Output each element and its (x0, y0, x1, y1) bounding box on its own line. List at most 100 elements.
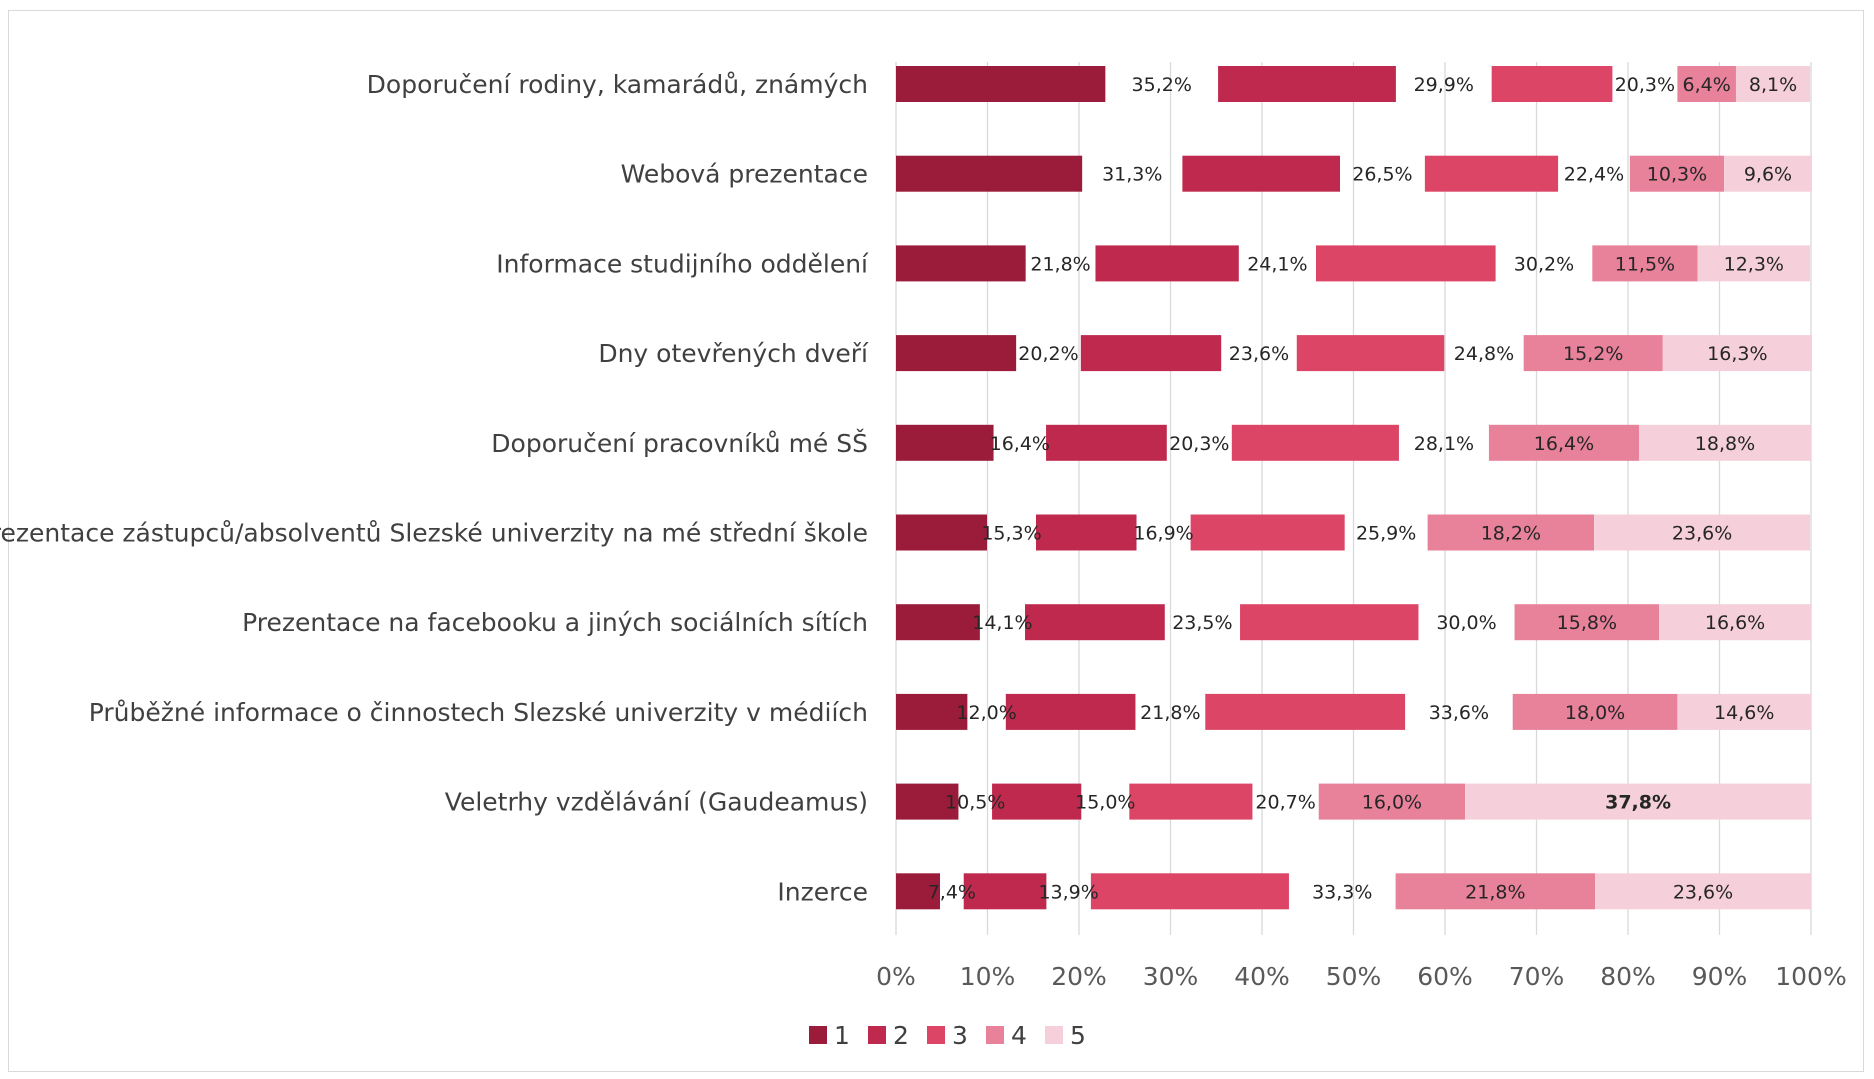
bar-segment (1662, 335, 1812, 372)
bar-segment (1025, 604, 1165, 641)
data-label: 16,6% (1705, 612, 1765, 634)
bar-segment (1395, 873, 1596, 910)
x-tick-label: 10% (960, 962, 1016, 991)
bar-segment (1724, 155, 1812, 192)
data-label: 35,2% (1132, 74, 1192, 96)
data-label: 15,8% (1557, 612, 1617, 634)
data-label: 24,8% (1454, 343, 1514, 365)
legend: 1 2 3 4 5 (809, 1021, 1086, 1050)
data-label: 20,3% (1615, 74, 1675, 96)
bar-segment (1035, 514, 1137, 551)
category-label: Dny otevřených dveří (598, 339, 869, 368)
bar-segment (1080, 335, 1222, 372)
bar-segment (1315, 245, 1496, 282)
bar-segment (896, 245, 1026, 282)
data-label: 14,1% (972, 612, 1032, 634)
x-tick-label: 70% (1509, 962, 1565, 991)
bar-segment (1523, 335, 1663, 372)
data-label: 15,3% (981, 523, 1041, 545)
data-label: 20,2% (1018, 343, 1078, 365)
bars (896, 66, 1812, 910)
legend-label: 5 (1070, 1021, 1086, 1050)
data-label: 6,4% (1683, 74, 1731, 96)
data-label: 21,8% (1465, 881, 1525, 903)
bar-segment (1427, 514, 1595, 551)
data-label: 33,3% (1312, 881, 1372, 903)
data-label: 26,5% (1352, 164, 1412, 186)
data-label: 10,3% (1647, 164, 1707, 186)
data-label: 16,9% (1133, 523, 1193, 545)
data-label: 20,7% (1255, 792, 1315, 814)
data-label: 8,1% (1749, 74, 1797, 96)
bar-segment (1182, 155, 1341, 192)
bar-segment (1514, 604, 1660, 641)
data-label: 23,6% (1229, 343, 1289, 365)
legend-label: 4 (1011, 1021, 1027, 1050)
x-tick-label: 30% (1143, 962, 1199, 991)
data-label: 9,6% (1744, 164, 1792, 186)
x-tick-label: 20% (1051, 962, 1107, 991)
bar-segment (1659, 604, 1811, 641)
data-label: 23,6% (1673, 881, 1733, 903)
data-labels: 35,2% 29,9% 20,3% 6,4% 8,1% 31,3% 26,5% 22,4% 10… (928, 74, 1797, 903)
x-tick-label: 60% (1417, 962, 1473, 991)
category-label: Prezentace na facebooku a jiných sociáln… (242, 608, 868, 637)
bar-segment (1318, 783, 1466, 820)
bar-segment (1129, 783, 1253, 820)
data-label: 16,4% (1534, 433, 1594, 455)
bar-segment (1231, 424, 1399, 461)
data-label: 13,9% (1038, 881, 1098, 903)
legend-label: 1 (834, 1021, 850, 1050)
x-tick-label: 40% (1234, 962, 1290, 991)
category-label: Veletrhy vzdělávání (Gaudeamus) (445, 788, 868, 817)
data-label: 15,0% (1075, 792, 1135, 814)
bar-segment (1005, 693, 1136, 730)
data-label: 7,4% (928, 881, 976, 903)
bar-segment (963, 873, 1047, 910)
legend-swatch (868, 1026, 886, 1044)
bar-segment (896, 783, 959, 820)
data-label: 10,5% (945, 792, 1005, 814)
bar-segment (896, 604, 980, 641)
data-label: 29,9% (1414, 74, 1474, 96)
bar-segment (1595, 873, 1811, 910)
legend-swatch (927, 1026, 945, 1044)
bar-segment (1512, 693, 1678, 730)
data-label: 18,2% (1481, 523, 1541, 545)
data-label: 33,6% (1429, 702, 1489, 724)
data-label: 16,3% (1707, 343, 1767, 365)
category-label: Doporučení rodiny, kamarádů, známých (367, 70, 868, 99)
bar-segment (1095, 245, 1239, 282)
bar-segment (1638, 424, 1811, 461)
data-label: 21,8% (1140, 702, 1200, 724)
data-label: 14,6% (1714, 702, 1774, 724)
legend-swatch (1045, 1026, 1063, 1044)
data-label: 25,9% (1356, 523, 1416, 545)
bar-segment (1735, 66, 1811, 102)
bar-segment (1424, 155, 1559, 192)
bar-segment (1296, 335, 1445, 372)
data-label: 30,2% (1514, 253, 1574, 275)
data-label: 11,5% (1615, 253, 1675, 275)
bar-segment (1240, 604, 1419, 641)
bar-segment (1090, 873, 1289, 910)
bar-segment (896, 155, 1083, 192)
bar-segment (1046, 424, 1167, 461)
data-label: 23,5% (1172, 612, 1232, 634)
bar-segment (1488, 424, 1639, 461)
bar-segment (896, 693, 968, 730)
x-tick-label: 50% (1326, 962, 1382, 991)
data-label: 31,3% (1102, 164, 1162, 186)
bar-segment (896, 335, 1017, 372)
data-label: 37,8% (1605, 792, 1671, 814)
x-tick-label: 80% (1600, 962, 1656, 991)
bar-segment (1594, 514, 1811, 551)
data-label: 20,3% (1169, 433, 1229, 455)
bar-segment (1218, 66, 1396, 102)
x-tick-label: 90% (1692, 962, 1748, 991)
bar-segment (1677, 66, 1736, 102)
data-label: 30,0% (1436, 612, 1496, 634)
data-label: 15,2% (1563, 343, 1623, 365)
legend-swatch (809, 1026, 827, 1044)
